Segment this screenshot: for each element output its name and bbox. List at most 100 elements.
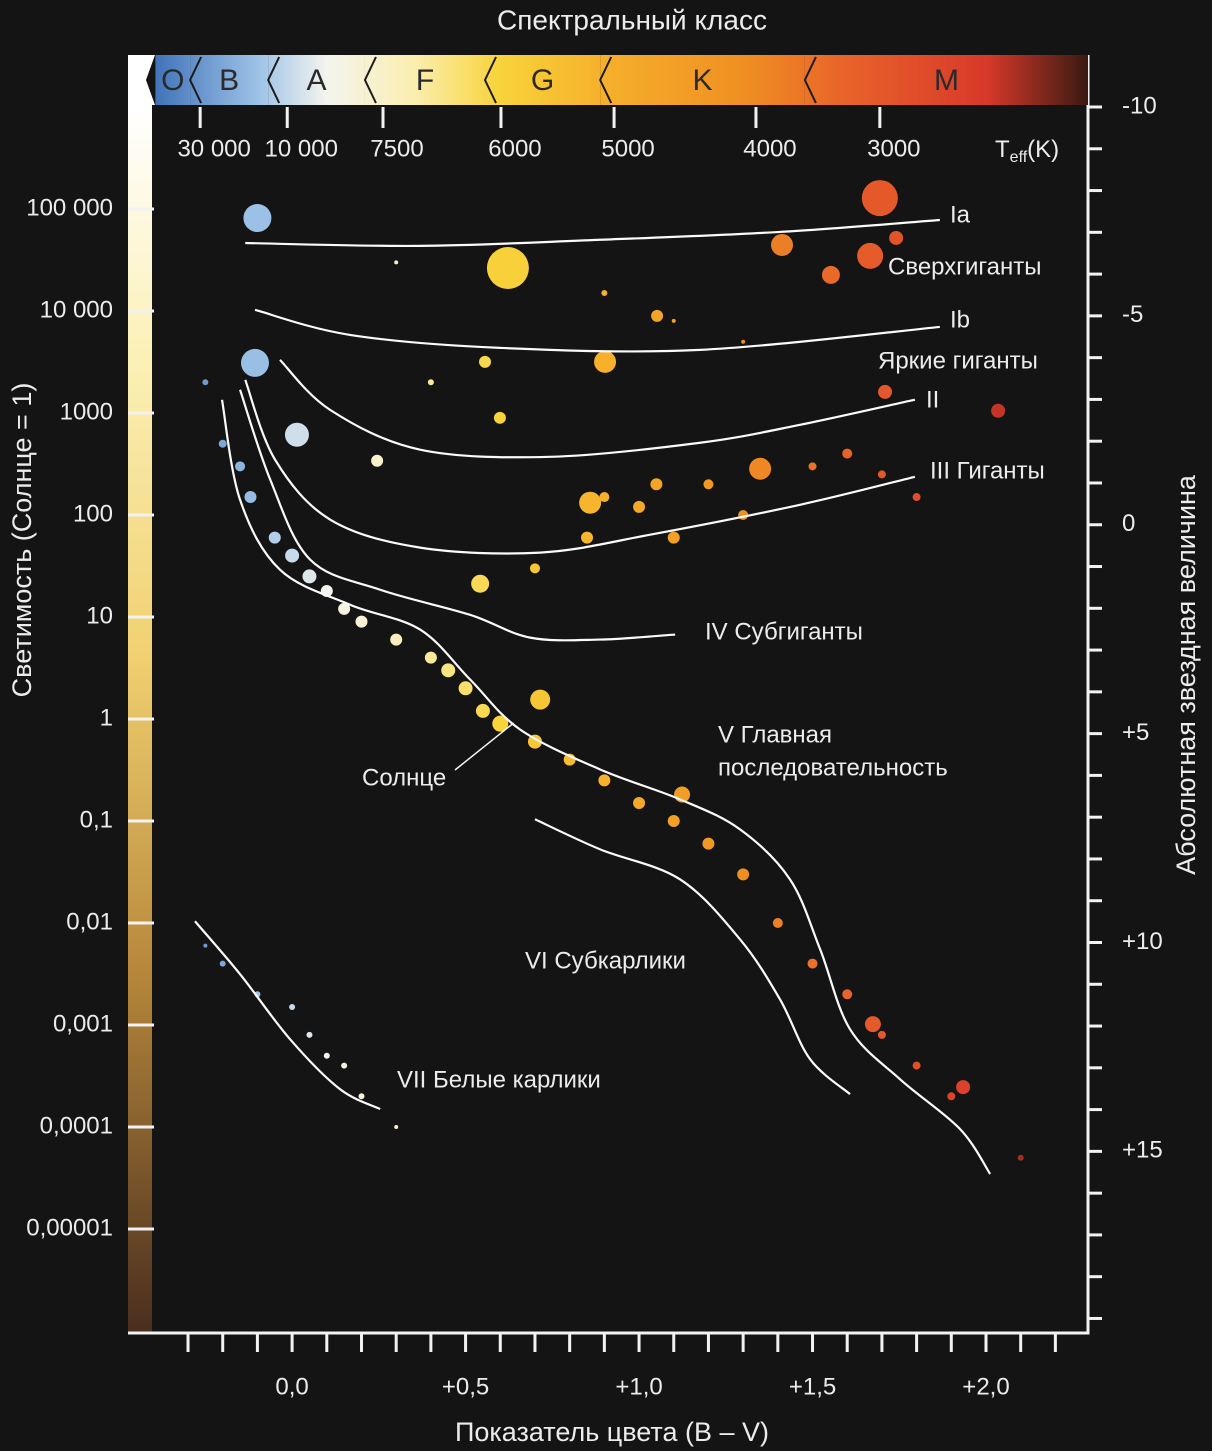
spectral-class-band (600, 55, 805, 105)
temperature-label: 10 000 (265, 135, 338, 162)
spectral-class-label: F (416, 64, 434, 97)
y2-tick-label: +10 (1122, 928, 1163, 955)
star (857, 242, 884, 269)
star (770, 233, 793, 256)
spectral-chevron (267, 56, 281, 104)
star (633, 500, 646, 513)
curve-label: III Гиганты (930, 457, 1045, 484)
x-axis-label: Показатель цвета (B – V) (455, 1417, 769, 1447)
star (529, 563, 540, 574)
star (650, 478, 663, 491)
y-tick-label: 100 (73, 500, 113, 527)
star (306, 1031, 313, 1038)
spectral-class-band (485, 55, 601, 105)
region-label: Сверхгиганты (888, 253, 1041, 280)
x-tick-label: 0,0 (275, 1373, 308, 1400)
star (703, 479, 714, 490)
curve-label: VII Белые карлики (397, 1066, 601, 1093)
x-tick-label: +2,0 (962, 1373, 1009, 1400)
star (737, 868, 750, 881)
spectral-chevron (599, 56, 613, 104)
star (861, 180, 898, 217)
star (808, 462, 817, 471)
spectral-class-label: O (161, 64, 184, 97)
teff-sub: eff (1010, 149, 1028, 166)
temperature-label: 4000 (743, 135, 796, 162)
spectral-bar-cap (128, 55, 155, 105)
star (475, 703, 490, 718)
y2-tick-label: +15 (1122, 1137, 1163, 1164)
star (218, 439, 227, 448)
star (878, 384, 893, 399)
spectral-class-band (268, 55, 365, 105)
curve-label: II (926, 386, 939, 413)
x-tick-label: +1,5 (789, 1373, 836, 1400)
star (240, 348, 269, 377)
y-tick-label: 100 000 (26, 194, 113, 221)
star (202, 379, 209, 386)
star (912, 1061, 921, 1070)
teff-main: T (995, 136, 1010, 163)
star (912, 493, 921, 502)
luminosity-class-curve (244, 379, 916, 555)
star (302, 569, 317, 584)
star (479, 355, 492, 368)
y2-tick-label: -5 (1122, 301, 1143, 328)
spectral-class-band (190, 55, 269, 105)
star (581, 531, 594, 544)
star (579, 491, 602, 514)
sun-pointer (454, 722, 515, 771)
star (633, 797, 646, 810)
y-tick-label: 10 000 (40, 296, 113, 323)
curve-label: Ib (950, 306, 970, 333)
star (394, 1125, 399, 1129)
y-tick-label: 1 (100, 704, 113, 731)
y2-tick-label: +5 (1122, 719, 1149, 746)
luminosity-class-curve (239, 389, 676, 642)
luminosity-class-curve (254, 308, 940, 353)
star (323, 1052, 330, 1059)
luminosity-class-curve (245, 218, 940, 248)
star (991, 403, 1006, 418)
star (355, 615, 368, 628)
sun-label: Солнце (362, 764, 446, 791)
star (741, 339, 746, 344)
curve-label: VI Субкарлики (525, 947, 686, 974)
temperature-label: 3000 (867, 135, 920, 162)
star (441, 663, 456, 678)
star (289, 1004, 296, 1011)
star (390, 633, 403, 646)
star (471, 574, 490, 593)
star (947, 1092, 956, 1101)
y-tick-label: 0,01 (66, 908, 113, 935)
star (594, 350, 617, 373)
x-tick-label: +1,0 (615, 1373, 662, 1400)
star (598, 774, 611, 787)
star (235, 461, 246, 472)
y-tick-label: 0,0001 (40, 1112, 113, 1139)
star (749, 457, 772, 480)
star (956, 1080, 971, 1095)
luminosity-class-curve (220, 399, 992, 1175)
star (492, 715, 509, 732)
star (341, 1062, 348, 1069)
star (358, 1093, 365, 1100)
spectral-class-label: A (307, 64, 327, 97)
teff-label: Teff(K) (995, 136, 1059, 166)
star (877, 1030, 886, 1039)
star (671, 318, 676, 323)
teff-unit: (K) (1027, 136, 1059, 163)
star (807, 958, 818, 969)
star (889, 230, 904, 245)
star (338, 602, 351, 615)
star (667, 531, 680, 544)
star (285, 548, 300, 563)
y-tick-label: 0,001 (53, 1010, 113, 1037)
star (424, 651, 437, 664)
star (427, 379, 434, 386)
curve-label: последовательность (718, 754, 948, 781)
temperature-label: 7500 (370, 135, 423, 162)
